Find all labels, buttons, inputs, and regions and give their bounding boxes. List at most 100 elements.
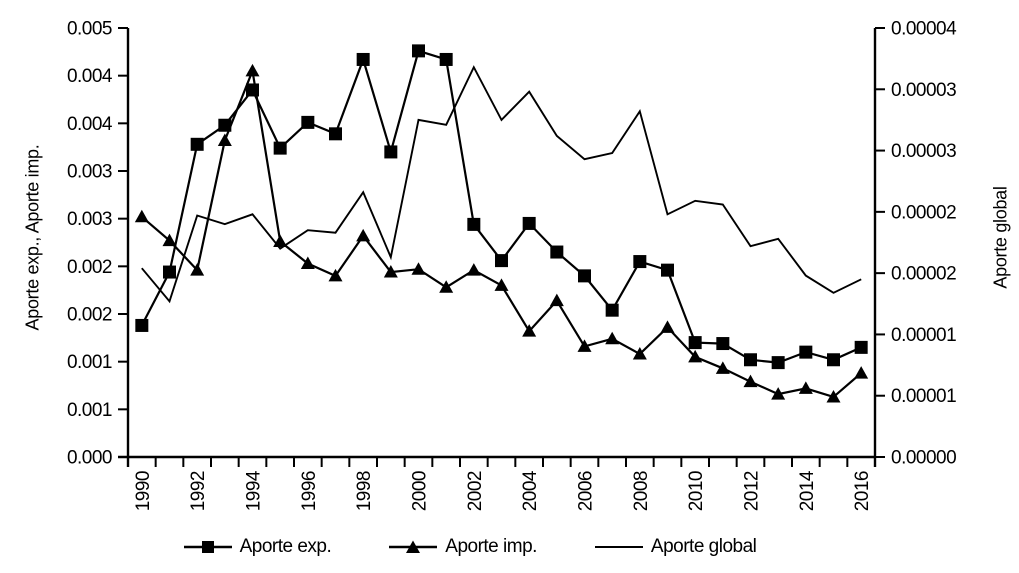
x-axis-tick-label: 2012 <box>742 471 763 511</box>
triangle-series-legend-icon <box>389 540 438 553</box>
x-axis-tick-label: 1996 <box>299 471 320 511</box>
square-marker <box>771 356 785 370</box>
series-line-aporte-exp <box>140 49 862 364</box>
x-axis-tick-label: 1990 <box>133 471 154 511</box>
square-marker <box>218 118 232 132</box>
triangle-marker <box>245 63 260 77</box>
legend-label: Aporte global <box>650 536 757 557</box>
left-axis-tick-label: 0.004 <box>67 66 113 87</box>
triangle-marker <box>411 262 426 275</box>
square-marker <box>854 340 868 354</box>
right-axis-tick-label: 0.00002 <box>891 202 956 223</box>
left-axis-tick-label: 0.002 <box>67 305 112 326</box>
x-axis-tick-label: 2000 <box>410 471 431 511</box>
x-axis-tick-label: 2002 <box>465 471 486 511</box>
x-axis-tick-label: 2004 <box>520 470 541 511</box>
chart-legend: Aporte exp. Aporte imp. Aporte global <box>0 536 940 558</box>
square-marker <box>661 263 674 277</box>
triangle-marker <box>743 374 758 388</box>
square-marker <box>744 353 757 367</box>
legend-item-aporte-global: Aporte global <box>594 536 757 558</box>
x-axis-tick-label: 2010 <box>686 471 707 511</box>
x-axis-tick-label: 2008 <box>631 471 652 511</box>
left-axis-tick-label: 0.005 <box>67 19 112 40</box>
square-marker <box>439 52 453 66</box>
triangle-marker <box>522 324 537 337</box>
right-axis-title: Aporte global <box>990 186 1011 289</box>
triangle-marker <box>577 339 592 352</box>
x-axis-tick-label: 2006 <box>576 471 597 511</box>
triangle-marker <box>134 209 149 223</box>
right-axis-tick-label: 0.00003 <box>891 80 956 101</box>
left-axis-tick-label: 0.004 <box>67 114 113 135</box>
square-marker <box>550 245 564 259</box>
triangle-marker <box>549 293 564 307</box>
triangle-marker <box>688 349 703 363</box>
square-marker <box>329 127 342 141</box>
left-axis-tick-label: 0.001 <box>67 400 112 421</box>
left-axis-title: Aporte exp., Aporte imp. <box>22 144 43 331</box>
legend-item-aporte-exp: Aporte exp. <box>183 536 332 558</box>
square-marker <box>301 115 315 129</box>
right-axis-tick-label: 0.00004 <box>891 19 957 40</box>
triangle-marker <box>466 263 481 276</box>
triangle-marker <box>715 361 730 374</box>
square-marker <box>522 216 536 230</box>
square-series-legend-icon <box>183 541 232 553</box>
left-axis-tick-label: 0.003 <box>67 162 112 183</box>
square-marker <box>190 137 204 151</box>
square-marker <box>633 255 647 269</box>
right-axis-tick-label: 0.00001 <box>891 386 956 407</box>
square-marker <box>688 336 702 350</box>
right-axis-tick-label: 0.00000 <box>891 448 956 469</box>
square-marker <box>412 44 425 58</box>
triangle-marker <box>190 263 205 276</box>
triangle-marker <box>439 280 454 293</box>
square-marker <box>356 52 370 66</box>
right-axis-tick-label: 0.00001 <box>891 325 956 346</box>
triangle-marker <box>383 265 398 278</box>
square-marker <box>495 254 508 268</box>
square-marker <box>605 303 619 317</box>
left-axis-tick-label: 0.000 <box>67 448 112 469</box>
legend-item-aporte-imp: Aporte imp. <box>389 536 537 558</box>
triangle-marker <box>632 347 647 360</box>
triangle-marker <box>771 387 786 400</box>
square-marker <box>163 265 176 279</box>
left-axis-tick-label: 0.003 <box>67 209 112 230</box>
square-marker <box>467 217 481 231</box>
x-axis-tick-label: 2014 <box>797 470 818 511</box>
triangle-marker <box>854 366 869 379</box>
triangle-marker <box>300 256 315 269</box>
plain-line-legend-icon <box>594 546 643 548</box>
right-axis-tick-label: 0.00003 <box>891 141 956 162</box>
square-marker <box>273 141 287 155</box>
triangle-marker <box>826 389 841 403</box>
triangle-marker <box>162 233 177 247</box>
square-marker <box>135 318 149 332</box>
right-axis-tick-label: 0.00002 <box>891 264 956 285</box>
triangle-marker <box>217 133 232 146</box>
legend-label: Aporte imp. <box>445 536 537 557</box>
triangle-marker <box>328 268 343 282</box>
square-marker <box>384 145 398 159</box>
left-axis-tick-label: 0.002 <box>67 257 112 278</box>
x-axis-tick-label: 1992 <box>188 471 209 511</box>
triangle-marker <box>660 320 675 333</box>
legend-label: Aporte exp. <box>239 536 332 557</box>
square-marker <box>578 269 591 283</box>
triangle-marker <box>798 381 813 394</box>
triangle-marker <box>356 228 371 242</box>
x-axis-tick-label: 2016 <box>852 471 873 511</box>
triangle-marker <box>494 278 509 291</box>
square-marker <box>716 337 730 351</box>
x-axis-tick-label: 1994 <box>244 470 265 511</box>
triangle-marker <box>605 331 620 345</box>
left-axis-tick-label: 0.001 <box>67 352 112 373</box>
x-axis-tick-label: 1998 <box>354 471 375 511</box>
series-line-aporte-global <box>141 65 862 304</box>
square-marker <box>799 345 813 359</box>
square-marker <box>827 353 840 367</box>
